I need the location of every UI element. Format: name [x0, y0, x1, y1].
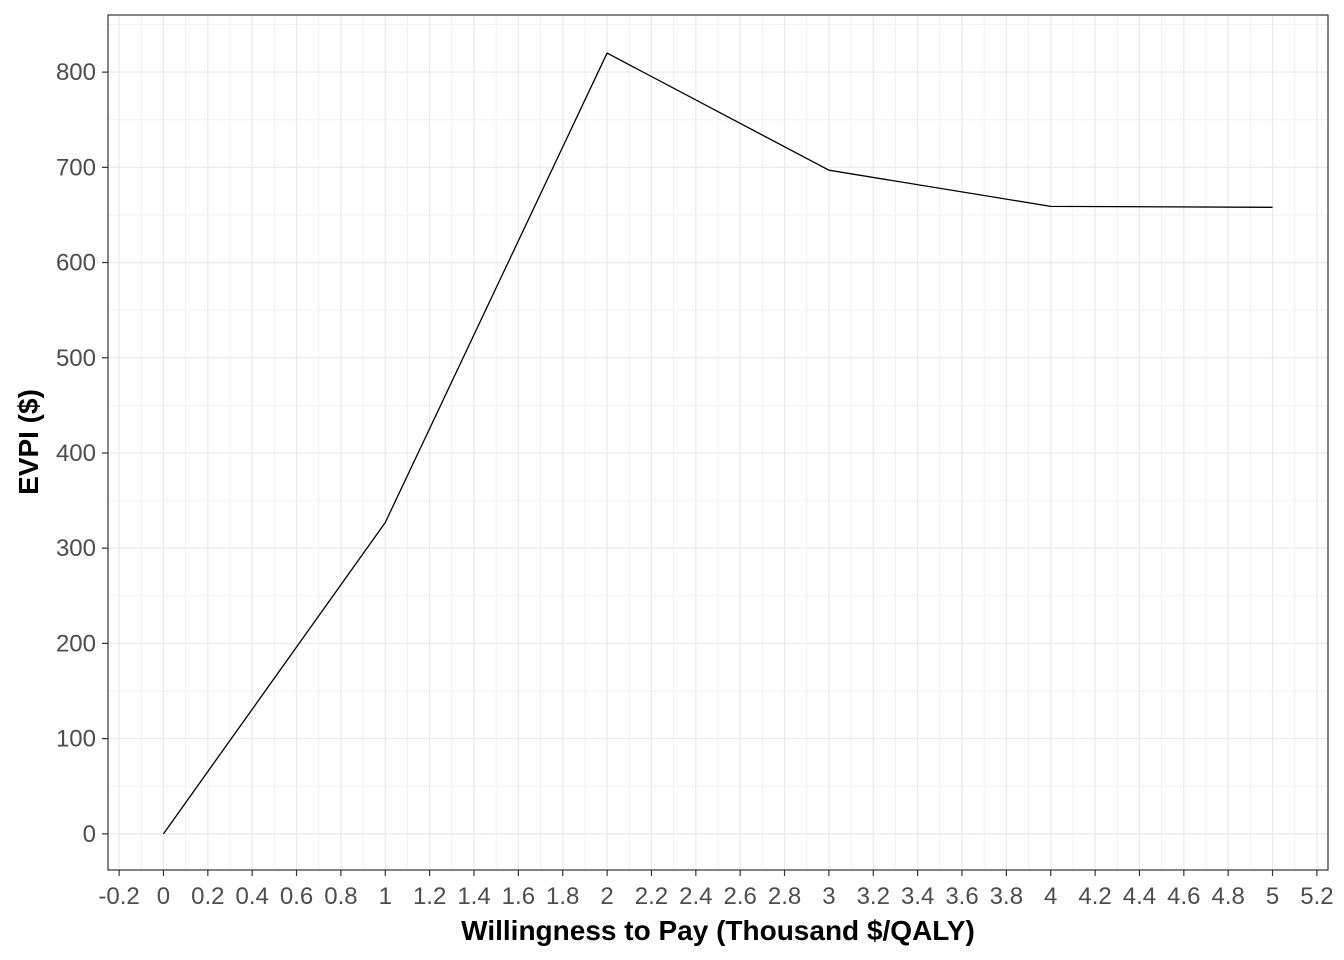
x-axis-ticks: -0.2 0 0.2 0.4 0.6 0.8 1 1.2 1.4 1.6 1.8 2 2.2 2.4 2.6… — [98, 870, 1334, 910]
y-tick-label: 500 — [56, 345, 96, 372]
x-tick-label: 0.8 — [324, 883, 357, 910]
series-layer — [162, 52, 1273, 835]
x-tick-label: 2 — [600, 883, 613, 910]
x-tick-label: 1.8 — [546, 883, 579, 910]
y-tick-label: 800 — [56, 59, 96, 86]
x-tick-label: 4.2 — [1078, 883, 1111, 910]
y-axis-title: EVPI ($) — [13, 389, 44, 495]
x-tick-label: 1.6 — [502, 883, 535, 910]
x-tick-label: 3 — [822, 883, 835, 910]
x-tick-label: 5 — [1266, 883, 1279, 910]
x-tick-label: 3.8 — [990, 883, 1023, 910]
y-tick-label: 100 — [56, 726, 96, 753]
y-tick-label: 0 — [83, 821, 96, 848]
x-tick-label: 3.6 — [945, 883, 978, 910]
x-tick-label: 2.2 — [635, 883, 668, 910]
x-tick-label: 2.4 — [679, 883, 712, 910]
y-tick-label: 400 — [56, 440, 96, 467]
x-tick-label: 3.2 — [857, 883, 890, 910]
y-tick-label: 300 — [56, 535, 96, 562]
y-tick-label: 600 — [56, 250, 96, 277]
y-tick-label: 200 — [56, 630, 96, 657]
x-tick-label: 0 — [157, 883, 170, 910]
x-tick-label: 0.4 — [235, 883, 268, 910]
plot-border — [107, 14, 1329, 871]
y-tick-label: 700 — [56, 154, 96, 181]
x-axis-title: Willingness to Pay (Thousand $/QALY) — [461, 915, 975, 946]
x-tick-label: 0.6 — [280, 883, 313, 910]
evpi-series-line — [162, 52, 1273, 835]
major-grid — [108, 15, 1328, 870]
x-tick-label: 4 — [1044, 883, 1057, 910]
x-tick-label: 1.2 — [413, 883, 446, 910]
x-tick-label: 4.8 — [1211, 883, 1244, 910]
x-tick-label: -0.2 — [98, 883, 139, 910]
x-tick-label: 0.2 — [191, 883, 224, 910]
x-tick-label: 4.6 — [1167, 883, 1200, 910]
x-tick-label: 1 — [379, 883, 392, 910]
y-axis-ticks: 0 100 200 300 400 500 600 700 800 — [56, 59, 108, 848]
x-tick-label: 2.8 — [768, 883, 801, 910]
x-tick-label: 4.4 — [1123, 883, 1156, 910]
minor-grid — [108, 15, 1328, 870]
x-tick-label: 3.4 — [901, 883, 934, 910]
x-tick-label: 1.4 — [457, 883, 490, 910]
x-tick-label: 5.2 — [1300, 883, 1333, 910]
x-tick-label: 2.6 — [723, 883, 756, 910]
